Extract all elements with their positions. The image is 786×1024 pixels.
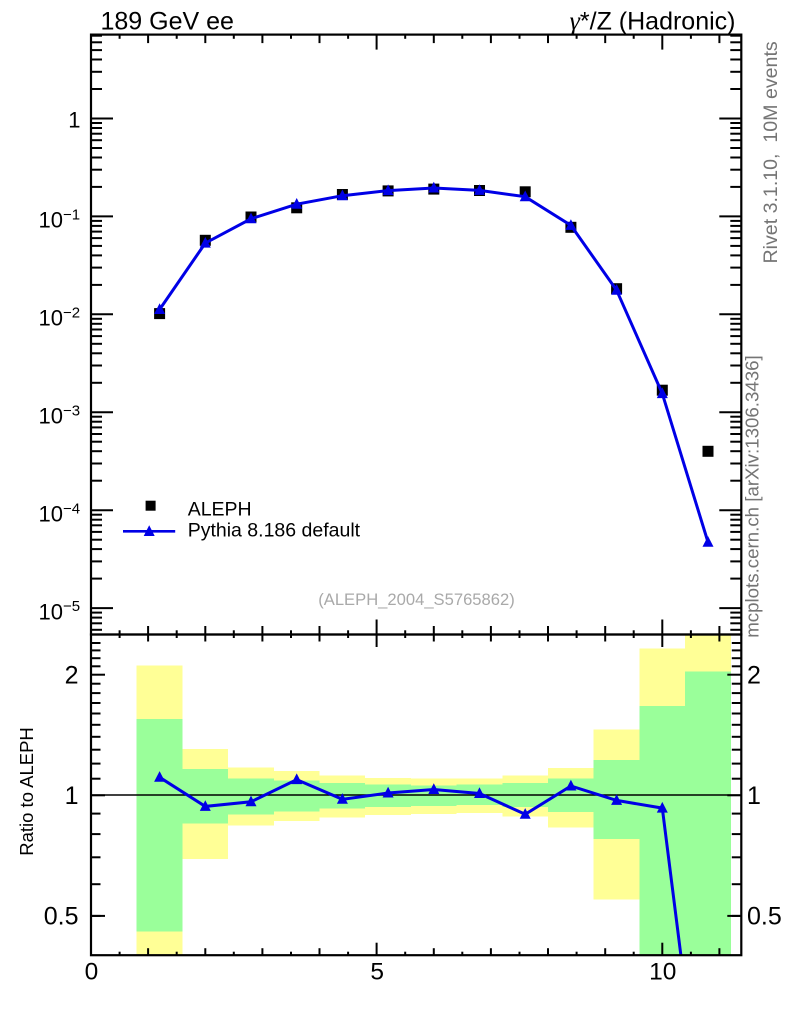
svg-text:5: 5 bbox=[370, 958, 384, 985]
svg-text:ALEPH: ALEPH bbox=[188, 499, 252, 521]
svg-text:189 GeV ee: 189 GeV ee bbox=[101, 7, 234, 35]
svg-text:10−2: 10−2 bbox=[39, 304, 81, 330]
svg-text:10−4: 10−4 bbox=[39, 500, 81, 526]
svg-text:γ*/Z (Hadronic): γ*/Z (Hadronic) bbox=[570, 6, 736, 35]
svg-text:mcplots.cern.ch [arXiv:1306.34: mcplots.cern.ch [arXiv:1306.3436] bbox=[742, 355, 763, 638]
svg-text:2: 2 bbox=[747, 662, 761, 690]
svg-text:2: 2 bbox=[65, 662, 79, 690]
svg-text:1: 1 bbox=[747, 782, 761, 810]
svg-text:0.5: 0.5 bbox=[747, 903, 782, 931]
svg-text:0.5: 0.5 bbox=[44, 903, 79, 931]
svg-text:10: 10 bbox=[649, 958, 676, 985]
svg-text:(ALEPH_2004_S5765862): (ALEPH_2004_S5765862) bbox=[318, 590, 515, 609]
svg-text:Rivet 3.1.10, 10M events: Rivet 3.1.10, 10M events bbox=[760, 41, 782, 263]
svg-text:Ratio to ALEPH: Ratio to ALEPH bbox=[16, 727, 37, 856]
svg-text:Pythia 8.186 default: Pythia 8.186 default bbox=[188, 519, 361, 541]
svg-text:10−5: 10−5 bbox=[39, 598, 81, 624]
svg-text:1: 1 bbox=[65, 782, 79, 810]
svg-text:0: 0 bbox=[85, 958, 99, 985]
svg-text:1: 1 bbox=[68, 108, 80, 133]
